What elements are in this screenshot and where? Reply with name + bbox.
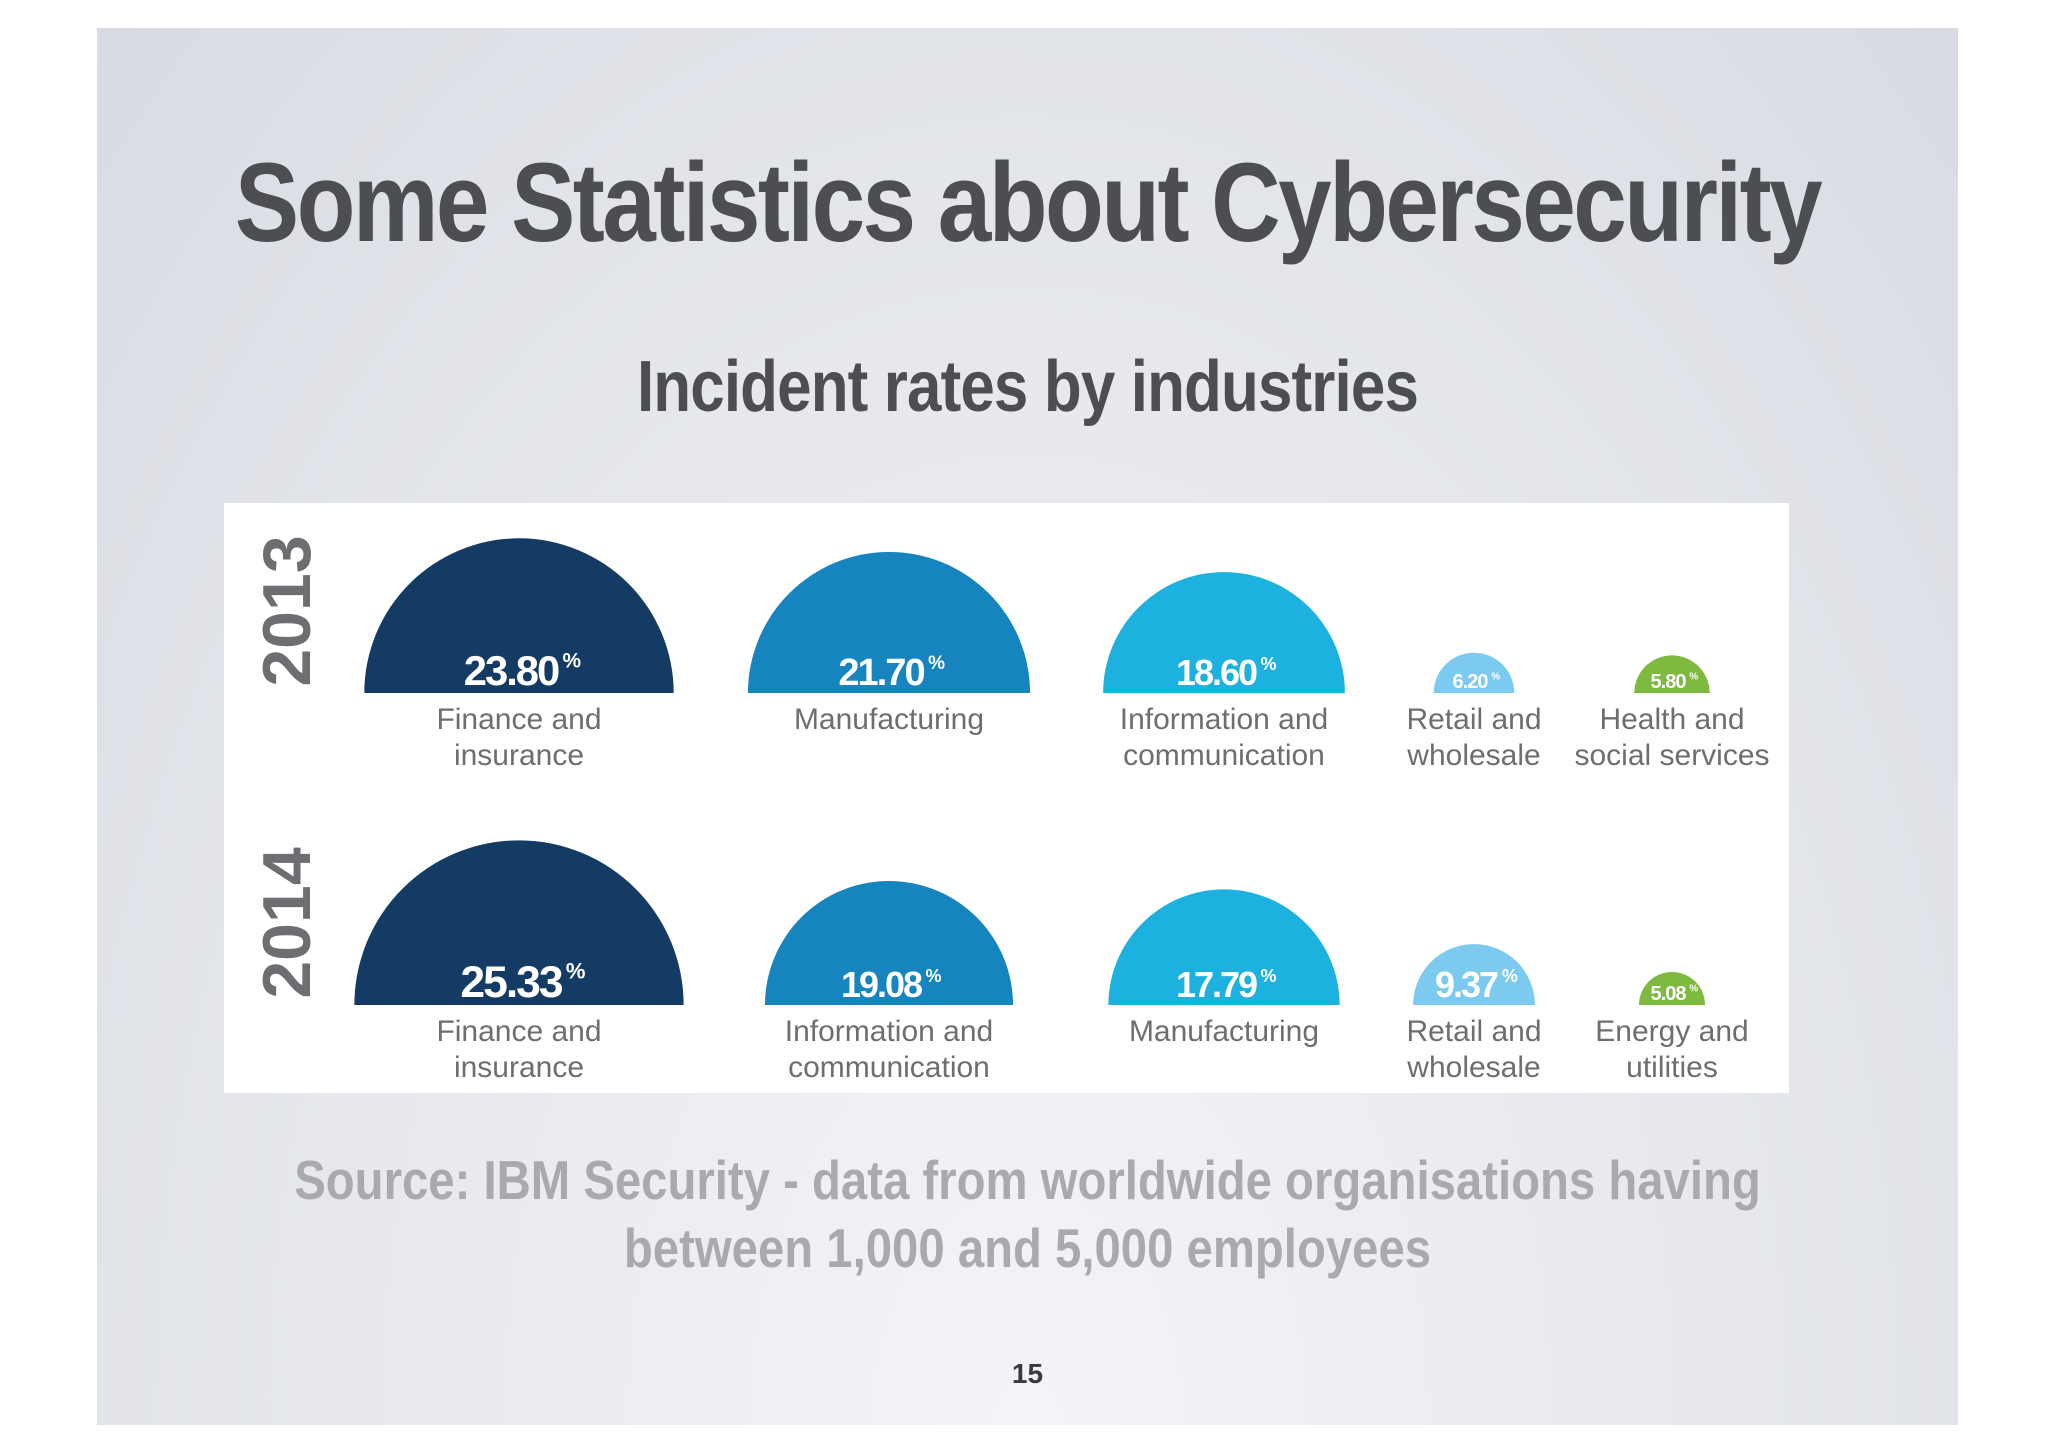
category-label-2013-4-1: social services <box>1574 739 1769 772</box>
source-note: Source: IBM Security - data from worldwi… <box>227 1146 1827 1282</box>
value-label-2014-0: 25.33 <box>460 958 562 1007</box>
value-label-2014-4: 5.08 <box>1651 983 1687 1005</box>
year-label-2013: 2013 <box>249 535 325 686</box>
semicircle-2013-4 <box>1634 655 1710 693</box>
category-label-2014-2-0: Manufacturing <box>1129 1015 1319 1048</box>
slide: Some Statistics about Cybersecurity Inci… <box>97 28 1958 1425</box>
semicircle-2013-2 <box>1103 572 1345 693</box>
percent-sign-2014-1: % <box>926 966 942 986</box>
semicircle-2014-3 <box>1413 944 1535 1005</box>
category-label-2013-3-0: Retail and <box>1406 703 1541 736</box>
percent-sign-2013-3: % <box>1491 672 1500 683</box>
source-line-1: Source: IBM Security - data from worldwi… <box>294 1149 1761 1211</box>
category-label-2014-3-0: Retail and <box>1406 1015 1541 1048</box>
category-label-2014-4-0: Energy and <box>1595 1015 1748 1048</box>
semicircle-2014-0 <box>354 840 684 1005</box>
value-label-2014-1: 19.08 <box>841 964 922 1005</box>
category-label-2014-0-0: Finance and <box>436 1015 601 1048</box>
semicircle-2014-1 <box>764 880 1014 1005</box>
category-label-2013-1-0: Manufacturing <box>794 703 984 736</box>
value-label-2013-1: 21.70 <box>838 652 924 694</box>
value-label-2014-2: 17.79 <box>1176 964 1257 1005</box>
category-label-2013-0-0: Finance and <box>436 703 601 736</box>
incident-rates-chart: 2013 23.80% Finance and insurance 21.70% Manu… <box>224 503 1789 1093</box>
category-label-2013-4-0: Health and <box>1599 703 1744 736</box>
percent-sign-2013-2: % <box>1261 654 1277 674</box>
category-label-2013-2-1: communication <box>1123 739 1325 772</box>
percent-sign-2013-0: % <box>563 649 582 672</box>
year-label-2014: 2014 <box>249 847 325 998</box>
percent-sign-2014-2: % <box>1261 966 1277 986</box>
percent-sign-2014-0: % <box>566 958 586 983</box>
semicircle-2013-1 <box>747 551 1031 693</box>
category-label-2014-1-0: Information and <box>785 1015 993 1048</box>
percent-sign-2013-1: % <box>928 653 945 674</box>
percent-sign-2013-4: % <box>1689 672 1698 683</box>
value-label-2013-4: 5.80 <box>1651 671 1687 693</box>
value-label-2013-0: 23.80 <box>464 647 559 694</box>
category-label-2014-3-1: wholesale <box>1406 1051 1540 1084</box>
category-label-2014-0-1: insurance <box>454 1051 584 1084</box>
page-number: 15 <box>1011 1358 1044 1389</box>
percent-sign-2014-3: % <box>1502 966 1518 986</box>
semicircle-2014-4 <box>1638 971 1706 1005</box>
semicircle-2013-0 <box>364 538 674 693</box>
semicircle-2013-3 <box>1433 652 1515 693</box>
slide-title: Some Statistics about Cybersecurity <box>234 140 1823 265</box>
category-label-2014-1-1: communication <box>788 1051 990 1084</box>
category-label-2013-2-0: Information and <box>1120 703 1328 736</box>
value-label-2013-2: 18.60 <box>1176 652 1257 693</box>
percent-sign-2014-4: % <box>1689 984 1698 995</box>
value-label-2013-3: 6.20 <box>1453 671 1489 693</box>
value-label-2014-3: 9.37 <box>1435 964 1498 1005</box>
semicircle-2014-2 <box>1108 889 1340 1005</box>
source-line-2: between 1,000 and 5,000 employees <box>623 1217 1432 1279</box>
chart-heading: Incident rates by industries <box>636 347 1419 427</box>
category-label-2014-4-1: utilities <box>1626 1051 1718 1084</box>
category-label-2013-3-1: wholesale <box>1406 739 1540 772</box>
category-label-2013-0-1: insurance <box>454 739 584 772</box>
